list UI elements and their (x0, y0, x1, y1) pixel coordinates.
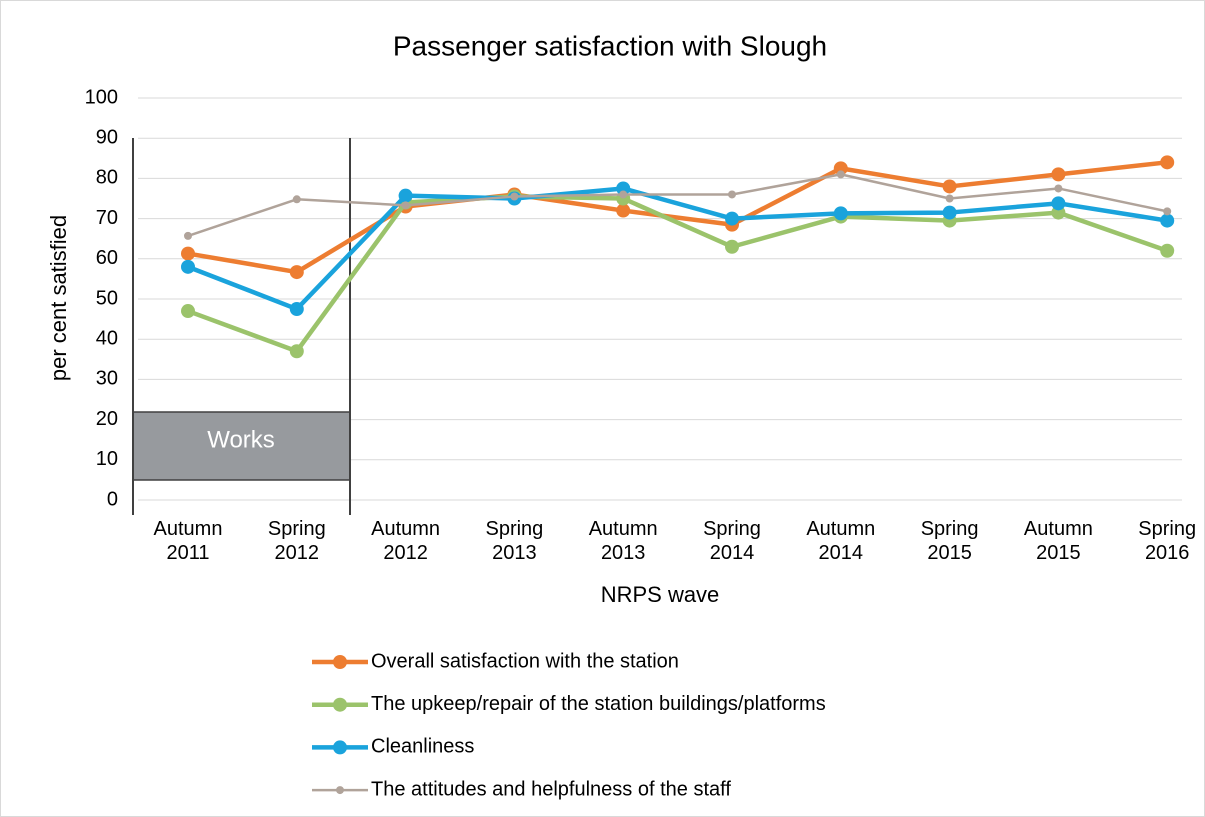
x-axis-label: NRPS wave (601, 582, 720, 607)
data-point (833, 206, 848, 221)
data-point (1163, 207, 1172, 216)
data-point (184, 231, 192, 240)
legend-marker (333, 740, 347, 755)
y-tick-label: 40 (96, 327, 118, 349)
y-tick-label: 100 (85, 86, 118, 108)
x-tick-label: Autumn 2013 (589, 518, 658, 564)
y-tick-label: 20 (96, 408, 118, 430)
x-tick-label: Spring 2012 (268, 518, 326, 564)
legend-marker (333, 697, 347, 712)
works-box (132, 411, 351, 481)
data-point (289, 265, 304, 280)
y-tick-label: 70 (96, 207, 118, 229)
data-point (616, 203, 631, 218)
x-tick-label: Spring 2013 (485, 518, 543, 564)
data-point (833, 161, 848, 176)
y-tick-label: 0 (107, 488, 118, 510)
works-label: Works (207, 426, 275, 453)
chart-title: Passenger satisfaction with Slough (393, 30, 827, 61)
x-tick-label: Autumn 2011 (154, 518, 223, 564)
data-point (725, 211, 739, 226)
y-tick-label: 80 (96, 167, 118, 189)
data-point (401, 201, 410, 210)
x-tick-label: Autumn 2014 (806, 518, 875, 564)
y-tick-label: 50 (96, 287, 118, 309)
series-line (187, 160, 1168, 275)
data-point (181, 259, 195, 274)
data-point (1051, 196, 1066, 211)
legend-label: Overall satisfaction with the station (371, 650, 679, 672)
data-point (1054, 184, 1063, 193)
legend-label: The upkeep/repair of the station buildin… (371, 693, 826, 715)
y-tick-label: 10 (96, 448, 118, 470)
series-line (187, 173, 1168, 238)
data-point (289, 302, 304, 317)
data-point (725, 239, 739, 254)
y-tick-label: 30 (96, 368, 118, 390)
y-axis-label: per cent satisfied (46, 215, 71, 381)
x-tick-label: Autumn 2012 (371, 518, 440, 564)
data-point (1160, 213, 1175, 228)
data-point (181, 304, 195, 319)
x-tick-label: Spring 2015 (921, 518, 979, 564)
x-tick-label: Autumn 2015 (1024, 518, 1093, 564)
x-tick-label: Spring 2016 (1138, 518, 1196, 564)
data-point (1051, 167, 1066, 182)
data-point (728, 190, 736, 199)
series-line (187, 186, 1168, 312)
data-point (292, 195, 301, 204)
data-point (181, 246, 195, 261)
data-point (1160, 243, 1175, 258)
series-line (187, 194, 1168, 354)
data-point (398, 188, 413, 203)
data-point (619, 190, 628, 199)
data-point (616, 181, 631, 196)
y-tick-label: 90 (96, 126, 118, 148)
legend-marker (336, 786, 344, 795)
data-point (942, 179, 957, 194)
data-point (945, 194, 954, 203)
x-tick-label: Spring 2014 (703, 518, 761, 564)
data-point (289, 344, 304, 359)
legend-label: Cleanliness (371, 736, 474, 758)
legend-label: The attitudes and helpfulness of the sta… (371, 778, 731, 800)
data-point (1160, 155, 1175, 170)
data-point (942, 205, 957, 220)
y-tick-label: 60 (96, 247, 118, 269)
data-point (836, 170, 845, 179)
data-point (510, 192, 519, 201)
legend-marker (333, 655, 347, 669)
